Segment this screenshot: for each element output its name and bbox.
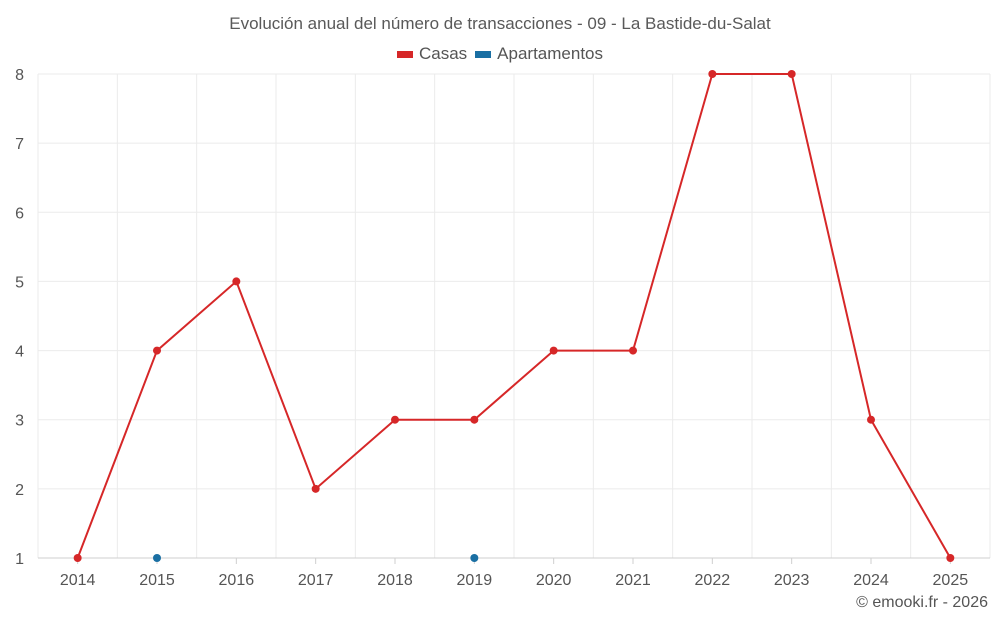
data-point-casas — [867, 415, 875, 424]
y-tick-label: 2 — [15, 482, 24, 499]
y-tick-label: 5 — [15, 274, 24, 291]
legend-label-casas: Casas — [418, 44, 468, 63]
y-tick-label: 1 — [15, 551, 24, 568]
legend-item-apartamentos[interactable]: Apartamentos — [475, 44, 603, 64]
data-point-casas — [470, 415, 479, 424]
x-tick-label: 2022 — [695, 572, 731, 589]
x-tick-label: 2016 — [219, 572, 255, 589]
series-apartamentos — [153, 554, 479, 562]
data-point-apartamentos — [470, 554, 479, 562]
x-tick-label: 2015 — [139, 572, 175, 589]
y-tick-label: 4 — [15, 344, 24, 361]
x-tick-label: 2021 — [615, 572, 651, 589]
y-tick-label: 7 — [15, 136, 24, 153]
legend: Casas Apartamentos — [0, 44, 1000, 64]
axes: 1 2 3 4 5 6 7 8 2014 2015 2016 2017 2018 2019 2020 2021… — [15, 67, 990, 589]
data-point-casas — [708, 70, 717, 78]
x-tick-label: 2017 — [298, 572, 334, 589]
data-point-casas — [232, 277, 241, 286]
y-tick-label: 8 — [15, 67, 24, 84]
x-tick-label: 2025 — [933, 572, 969, 589]
data-point-casas — [73, 554, 82, 562]
data-point-casas — [946, 554, 955, 562]
x-tick-label: 2018 — [377, 572, 413, 589]
x-tick-label: 2023 — [774, 572, 810, 589]
y-tick-label: 6 — [15, 205, 24, 222]
data-point-apartamentos — [153, 554, 161, 562]
copyright-text: © emooki.fr - 2026 — [856, 594, 988, 611]
series-casas — [73, 70, 955, 562]
legend-swatch-casas — [396, 50, 413, 58]
series-line-casas — [76, 73, 952, 559]
data-point-casas — [629, 346, 637, 355]
data-point-casas — [153, 346, 161, 355]
x-tick-label: 2014 — [60, 572, 96, 589]
x-tick-label: 2024 — [853, 572, 889, 589]
data-point-casas — [311, 484, 320, 493]
grid — [37, 73, 991, 558]
x-tick-label: 2020 — [536, 572, 572, 589]
legend-item-casas[interactable]: Casas — [396, 44, 468, 64]
legend-swatch-apartamentos — [475, 50, 492, 58]
series — [73, 70, 955, 562]
y-tick-label: 3 — [15, 413, 24, 430]
x-tick-label: 2019 — [457, 572, 493, 589]
chart-title: Evolución anual del número de transaccio… — [229, 14, 771, 33]
legend-label-apartamentos: Apartamentos — [497, 44, 604, 63]
data-point-casas — [391, 415, 399, 424]
data-point-casas — [787, 70, 796, 78]
data-point-casas — [549, 346, 558, 355]
